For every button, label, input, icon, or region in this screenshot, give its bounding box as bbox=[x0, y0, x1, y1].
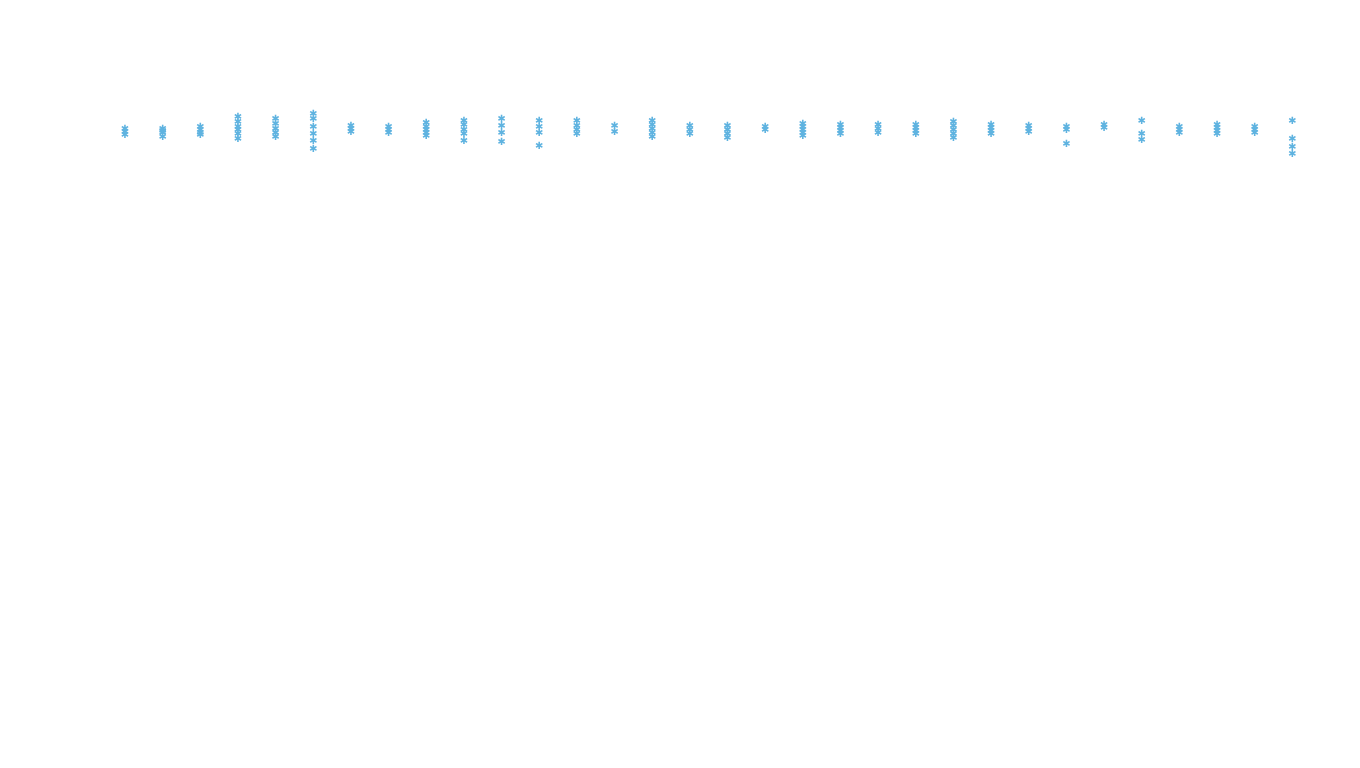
scatter-point: ✱ bbox=[1250, 129, 1258, 139]
scatter-point: ✱ bbox=[723, 134, 731, 144]
scatter-point: ✱ bbox=[234, 135, 242, 145]
scatter-point: ✱ bbox=[384, 129, 392, 139]
scatter-point: ✱ bbox=[799, 132, 807, 142]
scatter-point: ✱ bbox=[1138, 117, 1146, 127]
scatter-point: ✱ bbox=[347, 128, 355, 138]
scatter-point: ✱ bbox=[987, 130, 995, 140]
scatter-point: ✱ bbox=[686, 130, 694, 140]
scatter-point: ✱ bbox=[1062, 140, 1070, 150]
scatter-point: ✱ bbox=[648, 133, 656, 143]
scatter-point: ✱ bbox=[497, 138, 505, 148]
scatter-point: ✱ bbox=[460, 137, 468, 147]
scatter-point: ✱ bbox=[761, 126, 769, 136]
scatter-plot: ✱✱✱✱✱✱✱✱✱✱✱✱✱✱✱✱✱✱✱✱✱✱✱✱✱✱✱✱✱✱✱✱✱✱✱✱✱✱✱✱… bbox=[0, 0, 1360, 768]
scatter-point: ✱ bbox=[836, 130, 844, 140]
scatter-point: ✱ bbox=[196, 131, 204, 141]
scatter-point: ✱ bbox=[271, 133, 279, 143]
scatter-point: ✱ bbox=[610, 128, 618, 138]
scatter-point: ✱ bbox=[309, 145, 317, 155]
scatter-point: ✱ bbox=[912, 130, 920, 140]
scatter-point: ✱ bbox=[1213, 130, 1221, 140]
scatter-point: ✱ bbox=[535, 129, 543, 139]
scatter-point: ✱ bbox=[1025, 128, 1033, 138]
scatter-point: ✱ bbox=[1100, 124, 1108, 134]
scatter-point: ✱ bbox=[1138, 136, 1146, 146]
scatter-point: ✱ bbox=[1062, 126, 1070, 136]
scatter-point: ✱ bbox=[573, 130, 581, 140]
scatter-point: ✱ bbox=[422, 132, 430, 142]
scatter-point: ✱ bbox=[1288, 150, 1296, 160]
scatter-point: ✱ bbox=[158, 133, 166, 143]
scatter-point: ✱ bbox=[1288, 117, 1296, 127]
scatter-point: ✱ bbox=[949, 134, 957, 144]
scatter-point: ✱ bbox=[121, 131, 129, 141]
scatter-point: ✱ bbox=[535, 142, 543, 152]
scatter-point: ✱ bbox=[1175, 129, 1183, 139]
scatter-point: ✱ bbox=[874, 129, 882, 139]
